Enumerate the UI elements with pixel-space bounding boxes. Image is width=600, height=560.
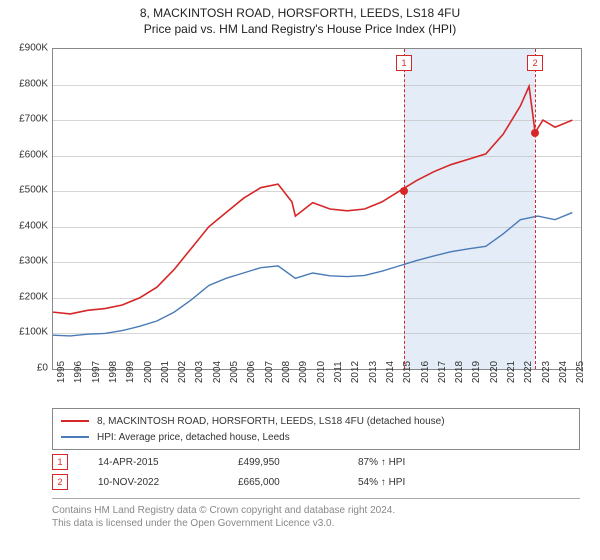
x-axis-label: 2013: [368, 361, 379, 383]
x-axis-label: 2020: [489, 361, 500, 383]
x-axis-label: 2014: [385, 361, 396, 383]
y-axis-label: £800K: [2, 78, 48, 89]
footer-line2: This data is licensed under the Open Gov…: [52, 517, 580, 530]
transaction-hpi: 87% ↑ HPI: [358, 457, 478, 468]
x-axis-label: 2023: [541, 361, 552, 383]
transaction-price: £499,950: [238, 457, 358, 468]
marker-box: 1: [396, 55, 412, 71]
x-axis-label: 2016: [420, 361, 431, 383]
legend-item-property: 8, MACKINTOSH ROAD, HORSFORTH, LEEDS, LS…: [61, 413, 571, 429]
x-axis-label: 2003: [194, 361, 205, 383]
series-line-property: [53, 86, 572, 314]
legend-item-hpi: HPI: Average price, detached house, Leed…: [61, 429, 571, 445]
y-axis-label: £900K: [2, 43, 48, 54]
legend-swatch-property: [61, 420, 89, 422]
legend-swatch-hpi: [61, 436, 89, 438]
marker-line: [535, 49, 536, 369]
chart-title-subtitle: Price paid vs. HM Land Registry's House …: [0, 22, 600, 36]
footer: Contains HM Land Registry data © Crown c…: [52, 504, 580, 530]
x-axis-label: 2019: [471, 361, 482, 383]
marker-line: [404, 49, 405, 369]
x-axis-label: 2010: [316, 361, 327, 383]
transaction-date: 10-NOV-2022: [98, 477, 238, 488]
transaction-table: 1 14-APR-2015 £499,950 87% ↑ HPI 2 10-NO…: [52, 452, 580, 492]
x-axis-label: 2017: [437, 361, 448, 383]
x-axis-label: 2018: [454, 361, 465, 383]
x-axis-label: 2005: [229, 361, 240, 383]
y-axis-label: £300K: [2, 256, 48, 267]
series-line-hpi: [53, 213, 572, 336]
footer-line1: Contains HM Land Registry data © Crown c…: [52, 504, 580, 517]
x-axis-label: 2008: [281, 361, 292, 383]
title-block: 8, MACKINTOSH ROAD, HORSFORTH, LEEDS, LS…: [0, 0, 600, 36]
x-axis-label: 1996: [73, 361, 84, 383]
transaction-hpi: 54% ↑ HPI: [358, 477, 478, 488]
y-axis-label: £600K: [2, 149, 48, 160]
x-axis-label: 1999: [125, 361, 136, 383]
x-axis-label: 2011: [333, 361, 344, 383]
plot-area: 12: [52, 48, 582, 370]
x-axis-label: 2022: [523, 361, 534, 383]
table-row: 2 10-NOV-2022 £665,000 54% ↑ HPI: [52, 472, 580, 492]
transaction-price: £665,000: [238, 477, 358, 488]
line-svg: [53, 49, 581, 369]
transaction-date: 14-APR-2015: [98, 457, 238, 468]
x-axis-label: 2021: [506, 361, 517, 383]
y-axis-label: £700K: [2, 114, 48, 125]
x-axis-label: 2009: [298, 361, 309, 383]
transaction-id-box: 1: [52, 454, 68, 470]
y-axis-label: £400K: [2, 220, 48, 231]
x-axis-label: 2012: [350, 361, 361, 383]
x-axis-label: 2025: [575, 361, 586, 383]
y-axis-label: £0: [2, 363, 48, 374]
x-axis-label: 1997: [91, 361, 102, 383]
transaction-id-box: 2: [52, 474, 68, 490]
x-axis-label: 2002: [177, 361, 188, 383]
marker-dot: [531, 129, 539, 137]
x-axis-label: 1998: [108, 361, 119, 383]
table-row: 1 14-APR-2015 £499,950 87% ↑ HPI: [52, 452, 580, 472]
x-axis-label: 2015: [402, 361, 413, 383]
x-axis-label: 1995: [56, 361, 67, 383]
x-axis-label: 2001: [160, 361, 171, 383]
x-axis-label: 2024: [558, 361, 569, 383]
x-axis-label: 2006: [246, 361, 257, 383]
chart-title-address: 8, MACKINTOSH ROAD, HORSFORTH, LEEDS, LS…: [0, 6, 600, 20]
marker-dot: [400, 187, 408, 195]
marker-box: 2: [527, 55, 543, 71]
legend: 8, MACKINTOSH ROAD, HORSFORTH, LEEDS, LS…: [52, 408, 580, 450]
legend-label-hpi: HPI: Average price, detached house, Leed…: [97, 432, 290, 443]
x-axis-label: 2000: [143, 361, 154, 383]
x-axis-label: 2004: [212, 361, 223, 383]
divider: [52, 498, 580, 499]
y-axis-label: £500K: [2, 185, 48, 196]
legend-label-property: 8, MACKINTOSH ROAD, HORSFORTH, LEEDS, LS…: [97, 416, 445, 427]
chart-container: 8, MACKINTOSH ROAD, HORSFORTH, LEEDS, LS…: [0, 0, 600, 560]
y-axis-label: £100K: [2, 327, 48, 338]
x-axis-label: 2007: [264, 361, 275, 383]
y-axis-label: £200K: [2, 291, 48, 302]
